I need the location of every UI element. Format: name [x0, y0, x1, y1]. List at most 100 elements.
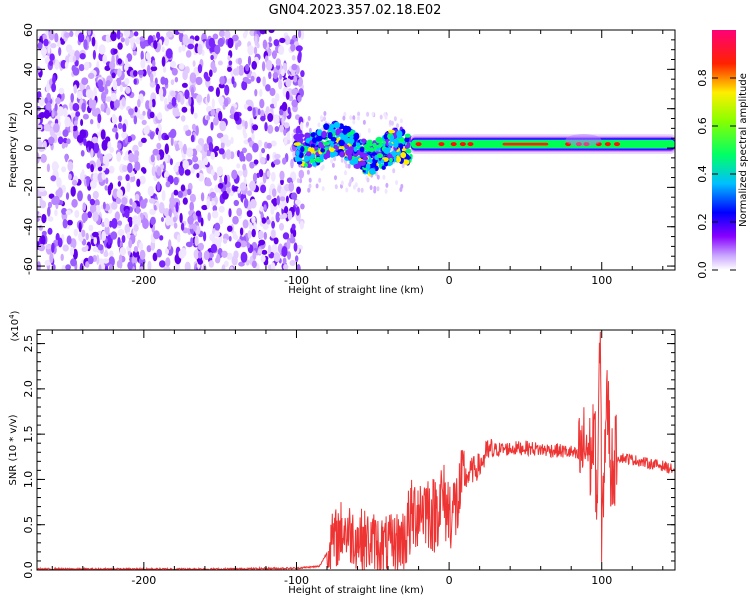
noise-speck: [156, 181, 161, 192]
noise-speck: [203, 231, 207, 242]
noise-speck: [253, 159, 259, 165]
noise-speck: [233, 199, 239, 207]
signal-speck: [366, 139, 374, 147]
noise-speck: [151, 98, 156, 108]
noise-speck: [56, 177, 62, 188]
noise-speck: [165, 257, 171, 267]
noise-speck: [235, 241, 242, 249]
noise-speck: [49, 53, 55, 61]
noise-speck: [53, 195, 60, 205]
noise-speck: [122, 165, 128, 172]
noise-speck: [166, 103, 174, 110]
noise-speck: [135, 206, 140, 215]
noise-speck: [279, 37, 286, 44]
noise-speck: [334, 184, 338, 190]
noise-speck: [373, 185, 377, 191]
noise-speck: [266, 194, 272, 201]
noise-speck: [330, 158, 334, 164]
noise-speck: [300, 70, 305, 78]
noise-speck: [289, 260, 296, 266]
noise-speck: [58, 47, 62, 56]
noise-speck: [251, 260, 257, 269]
y-tick-label: 1.0: [22, 471, 35, 489]
noise-speck: [159, 235, 164, 241]
noise-speck: [357, 187, 361, 193]
noise-speck: [139, 175, 146, 185]
noise-speck: [299, 178, 303, 184]
colorbar-title: Normalized spectral amplitude: [738, 73, 749, 227]
noise-speck: [174, 76, 179, 83]
noise-speck: [283, 122, 290, 129]
noise-speck: [236, 207, 243, 217]
noise-speck: [111, 201, 118, 210]
band-hotspot: [438, 142, 445, 147]
noise-speck: [214, 44, 221, 55]
noise-speck: [156, 166, 162, 176]
noise-speck: [399, 118, 403, 124]
noise-speck: [274, 126, 280, 132]
noise-speck: [276, 195, 281, 206]
noise-speck: [131, 201, 137, 210]
noise-speck: [173, 164, 179, 173]
noise-speck: [163, 266, 171, 270]
noise-speck: [66, 235, 72, 245]
noise-speck: [245, 259, 250, 266]
noise-speck: [194, 35, 200, 42]
noise-speck: [243, 198, 249, 209]
signal-speck: [310, 132, 316, 138]
colorbar-ticks: 0.0 0.2 0.4 0.6 0.8: [696, 69, 736, 279]
noise-speck: [61, 207, 68, 215]
noise-speck: [221, 264, 226, 270]
band-hotspot: [467, 142, 474, 147]
noise-speck: [94, 199, 100, 207]
noise-speck: [104, 185, 108, 191]
noise-speck: [382, 174, 386, 180]
noise-speck: [237, 170, 243, 177]
noise-speck: [161, 46, 165, 53]
noise-speck: [279, 124, 284, 133]
noise-speck: [108, 263, 113, 270]
band-hotspot: [614, 142, 620, 147]
noise-speck: [224, 174, 228, 185]
noise-speck: [272, 71, 279, 80]
noise-speck: [147, 64, 151, 76]
noise-speck: [37, 124, 43, 131]
noise-speck: [252, 250, 257, 260]
noise-speck: [159, 260, 166, 268]
noise-speck: [229, 266, 234, 270]
noise-speck: [40, 153, 47, 163]
noise-speck: [128, 108, 134, 116]
noise-speck: [384, 188, 388, 194]
noise-speck: [45, 102, 52, 111]
noise-speck: [352, 119, 356, 125]
noise-speck: [239, 227, 244, 236]
noise-speck: [298, 30, 302, 39]
noise-speck: [281, 116, 285, 127]
noise-speck: [259, 88, 263, 97]
noise-speck: [38, 185, 46, 192]
noise-speck: [192, 60, 196, 67]
noise-speck: [357, 115, 360, 121]
noise-speck: [178, 30, 185, 34]
noise-speck: [285, 195, 289, 204]
noise-speck: [227, 55, 231, 61]
noise-speck: [149, 73, 154, 83]
noise-speck: [197, 43, 203, 55]
noise-speck: [54, 32, 59, 43]
noise-speck: [136, 178, 141, 187]
noise-speck: [190, 134, 195, 143]
noise-speck: [112, 79, 118, 91]
noise-speck: [120, 37, 125, 43]
noise-speck: [65, 192, 70, 200]
noise-speck: [64, 61, 69, 69]
spectrogram-y-axis-title: Frequency (Hz): [8, 112, 19, 188]
noise-speck: [117, 68, 122, 78]
noise-speck: [47, 125, 51, 132]
noise-speck: [47, 227, 53, 235]
noise-speck: [61, 166, 67, 173]
y-tick-label: 0.0: [22, 561, 35, 579]
noise-speck: [293, 242, 298, 252]
noise-speck: [139, 249, 146, 260]
noise-speck: [273, 114, 280, 125]
noise-speck: [288, 95, 294, 102]
